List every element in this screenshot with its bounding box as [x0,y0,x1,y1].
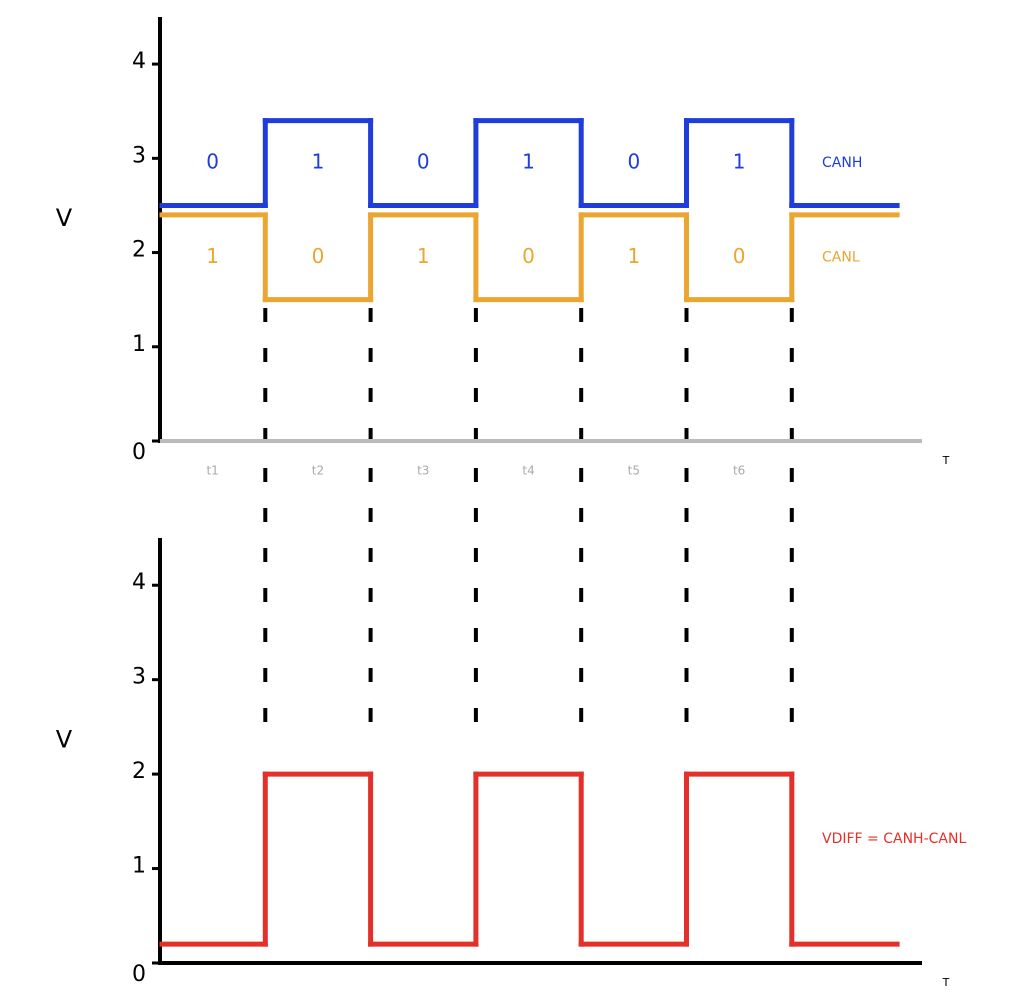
bit-label: 1 [733,150,746,174]
y-tick-label: 3 [132,665,146,690]
bit-label: 1 [417,244,430,268]
y-tick-label: 0 [132,962,146,987]
bit-label: 1 [627,244,640,268]
bit-label: 1 [522,150,535,174]
x-tick-label: t4 [522,464,534,478]
bit-label: 0 [312,244,325,268]
series-label: CANL [822,249,860,265]
bit-label: 0 [733,244,746,268]
bit-label: 0 [206,150,219,174]
y-tick-label: 3 [132,143,146,168]
x-tick-label: t2 [312,464,324,478]
y-axis-label: V [56,204,73,232]
bit-label: 0 [627,150,640,174]
y-tick-label: 2 [132,759,146,784]
x-tick-label: t1 [206,464,218,478]
x-axis-label: T [942,976,950,989]
y-tick-label: 4 [132,570,146,595]
y-tick-label: 1 [132,854,146,879]
series-label: VDIFF = CANH-CANL [822,831,966,847]
x-tick-label: t3 [417,464,429,478]
bit-label: 0 [522,244,535,268]
x-axis-label: T [942,454,950,467]
x-tick-label: t5 [628,464,640,478]
y-axis-label: V [56,726,73,754]
bit-label: 0 [417,150,430,174]
series-label: CANH [822,155,862,171]
bit-label: 1 [206,244,219,268]
y-tick-label: 2 [132,238,146,263]
y-tick-label: 0 [132,440,146,465]
x-tick-label: t6 [733,464,745,478]
y-tick-label: 4 [132,49,146,74]
bit-label: 1 [312,150,325,174]
y-tick-label: 1 [132,332,146,357]
